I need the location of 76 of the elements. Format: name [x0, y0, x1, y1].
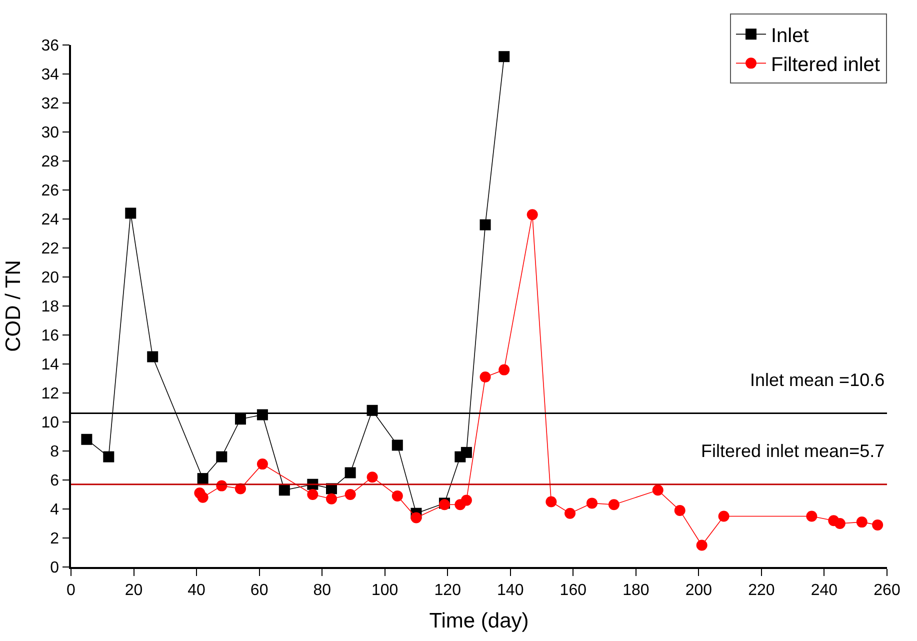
x-tick-label: 240 [810, 582, 838, 599]
y-tick-label: 36 [41, 38, 60, 55]
point [498, 51, 510, 62]
x-tick-label: 0 [66, 582, 76, 599]
point [564, 508, 576, 519]
point [526, 209, 538, 220]
point [674, 504, 686, 516]
x-tick-label: 60 [250, 582, 268, 599]
point [872, 519, 884, 530]
x-tick-label: 140 [497, 582, 524, 599]
y-tick-label: 8 [50, 444, 60, 461]
x-tick-label: 120 [434, 582, 462, 599]
ref-line-label: Inlet mean =10.6 [750, 370, 885, 390]
point [480, 372, 491, 383]
x-tick-label: 160 [560, 582, 587, 599]
point [498, 364, 510, 376]
legend-label: Filtered inlet [771, 54, 880, 76]
point [256, 458, 268, 470]
x-tick-label: 220 [748, 582, 775, 599]
x-tick-label: 40 [188, 582, 206, 599]
point [460, 446, 472, 458]
y-tick-label: 4 [50, 502, 60, 519]
point [103, 451, 114, 462]
point [307, 489, 318, 500]
point [326, 493, 337, 504]
x-tick-label: 100 [372, 582, 398, 599]
y-tick-label: 20 [41, 270, 60, 287]
point [480, 219, 491, 230]
x-tick-label: 200 [685, 582, 712, 599]
y-tick-label: 30 [41, 124, 60, 142]
point [410, 512, 422, 524]
x-tick-label: 80 [313, 582, 332, 599]
y-tick-label: 18 [41, 298, 60, 316]
point [278, 484, 290, 496]
y-tick-label: 22 [41, 240, 60, 258]
y-tick-label: 12 [41, 386, 60, 403]
point [344, 489, 356, 500]
x-tick-label: 20 [124, 582, 143, 599]
point [234, 414, 246, 425]
point [696, 540, 708, 551]
point [81, 434, 92, 445]
point [197, 473, 208, 484]
legend-label: Inlet [771, 24, 810, 47]
y-tick-label: 24 [41, 212, 60, 229]
y-tick-label: 2 [50, 530, 60, 548]
y-tick-label: 32 [41, 96, 60, 113]
y-tick-label: 16 [41, 328, 60, 345]
point [216, 451, 228, 462]
y-tick-label: 34 [41, 66, 60, 84]
point [392, 440, 403, 451]
y-tick-label: 26 [41, 182, 60, 200]
y-tick-label: 0 [50, 560, 60, 577]
point [344, 467, 356, 478]
point [608, 499, 620, 510]
y-tick-label: 14 [41, 356, 60, 374]
x-axis-title: Time (day) [429, 610, 529, 633]
point [125, 208, 136, 219]
point [460, 494, 472, 506]
point [652, 484, 664, 496]
point [392, 490, 403, 502]
point [147, 351, 158, 362]
point [586, 498, 598, 509]
point [366, 472, 378, 483]
point [197, 492, 208, 503]
point [546, 496, 557, 508]
point [856, 516, 868, 528]
x-tick-label: 260 [874, 582, 900, 599]
ref-line-label: Filtered inlet mean=5.7 [701, 441, 885, 461]
x-tick-label: 180 [622, 582, 650, 599]
y-tick-label: 28 [41, 154, 60, 171]
point [806, 510, 818, 522]
point [718, 510, 730, 522]
point [834, 518, 846, 529]
y-axis-title: COD / TN [2, 260, 25, 352]
y-tick-label: 10 [41, 414, 60, 432]
y-tick-label: 6 [50, 472, 60, 490]
